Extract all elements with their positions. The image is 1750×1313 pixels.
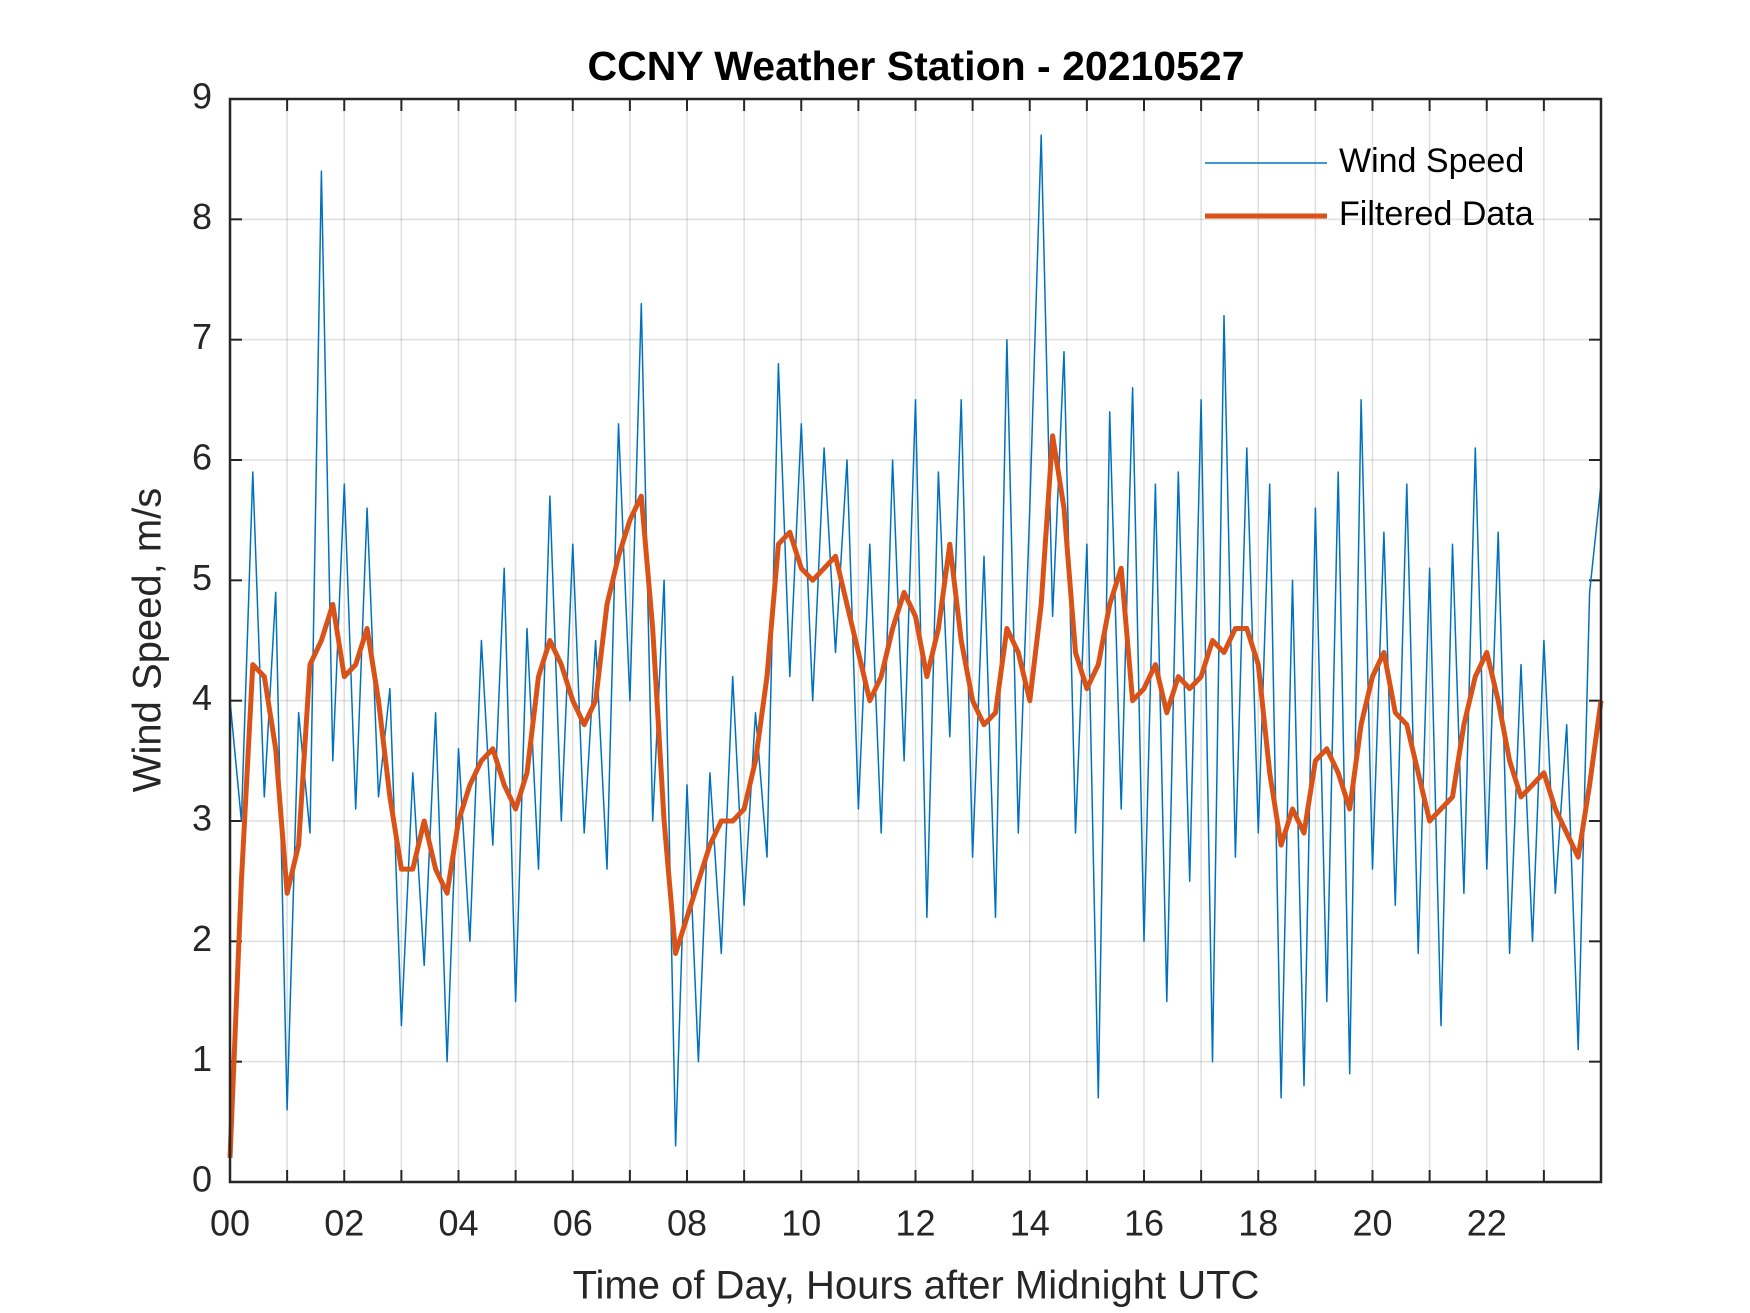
x-tick-label: 16 — [1124, 1203, 1164, 1244]
y-tick-label: 3 — [192, 798, 212, 839]
y-tick-label: 2 — [192, 918, 212, 959]
x-tick-label: 20 — [1352, 1203, 1392, 1244]
legend: Wind Speed Filtered Data — [1205, 142, 1534, 233]
x-tick-label: 14 — [1010, 1203, 1050, 1244]
y-tick-label: 8 — [192, 196, 212, 237]
x-tick-label: 10 — [781, 1203, 821, 1244]
y-tick-label: 7 — [192, 316, 212, 357]
legend-label: Filtered Data — [1339, 195, 1534, 233]
y-tick-label: 5 — [192, 557, 212, 598]
x-axis-label: Time of Day, Hours after Midnight UTC — [573, 1264, 1260, 1308]
legend-label: Wind Speed — [1339, 142, 1524, 180]
data-line — [227, 433, 1604, 1159]
x-tick-label: 08 — [667, 1203, 707, 1244]
y-tick-label: 4 — [192, 677, 212, 718]
x-tick-label: 12 — [895, 1203, 935, 1244]
chart-title: CCNY Weather Station - 20210527 — [587, 43, 1244, 89]
x-tick-label: 04 — [438, 1203, 478, 1244]
plot-frame — [228, 97, 1603, 1184]
x-tick-label: 00 — [210, 1203, 250, 1244]
x-tick-label: 18 — [1238, 1203, 1278, 1244]
x-tick-label: 22 — [1467, 1203, 1507, 1244]
data-line — [229, 134, 1602, 1147]
x-tick-label: 06 — [553, 1203, 593, 1244]
y-tick-label: 0 — [192, 1159, 212, 1200]
y-tick-label: 1 — [192, 1038, 212, 1079]
y-tick-label: 9 — [192, 76, 212, 117]
y-tick-label: 6 — [192, 437, 212, 478]
x-tick-label: 02 — [324, 1203, 364, 1244]
y-axis-label: Wind Speed, m/s — [126, 488, 170, 793]
